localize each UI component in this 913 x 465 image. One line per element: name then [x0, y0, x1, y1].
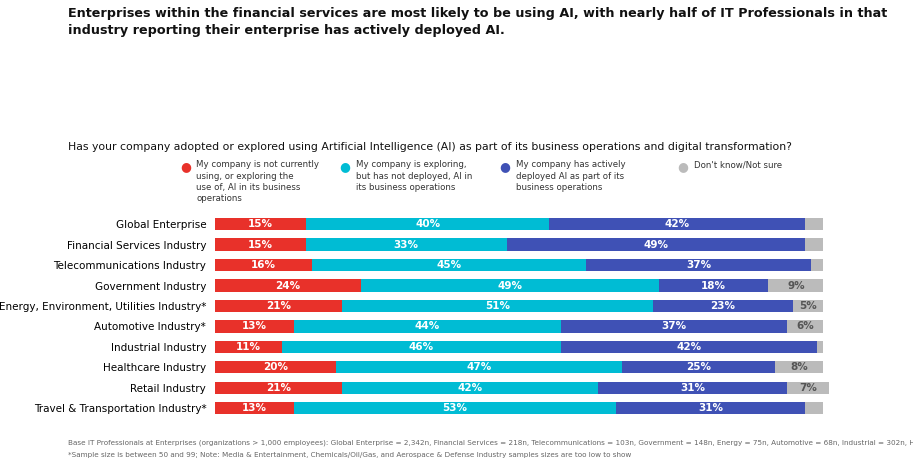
Text: ●: ●	[340, 160, 351, 173]
Text: My company is not currently
using, or exploring the
use of, AI in its business
o: My company is not currently using, or ex…	[196, 160, 320, 203]
Text: 15%: 15%	[247, 239, 273, 250]
Text: 15%: 15%	[247, 219, 273, 229]
Text: 24%: 24%	[275, 280, 300, 291]
Bar	[586, 259, 811, 271]
Bar	[336, 361, 623, 373]
Bar	[342, 300, 653, 312]
Text: My company has actively
deployed AI as part of its
business operations: My company has actively deployed AI as p…	[516, 160, 625, 192]
Bar	[598, 382, 787, 394]
Bar	[306, 239, 507, 251]
Text: 5%: 5%	[799, 301, 817, 311]
Bar	[215, 218, 306, 230]
Bar	[561, 320, 787, 332]
Bar	[805, 402, 824, 414]
Text: 42%: 42%	[677, 342, 702, 352]
Text: Enterprises within the financial services are most likely to be using AI, with n: Enterprises within the financial service…	[68, 7, 887, 37]
Text: 21%: 21%	[266, 383, 291, 393]
Text: 31%: 31%	[680, 383, 705, 393]
Text: 16%: 16%	[251, 260, 276, 270]
Bar	[294, 402, 616, 414]
Bar	[215, 259, 312, 271]
Text: 42%: 42%	[665, 219, 689, 229]
Bar	[787, 382, 829, 394]
Bar	[787, 320, 824, 332]
Text: 51%: 51%	[485, 301, 510, 311]
Bar	[215, 239, 306, 251]
Bar	[215, 361, 336, 373]
Bar	[215, 341, 281, 353]
Bar	[653, 300, 792, 312]
Text: *Sample size is between 50 and 99; Note: Media & Entertainment, Chemicals/Oil/Ga: *Sample size is between 50 and 99; Note:…	[68, 452, 632, 458]
Text: 49%: 49%	[498, 280, 522, 291]
Text: 18%: 18%	[701, 280, 726, 291]
Text: Base IT Professionals at Enterprises (organizations > 1,000 employees): Global E: Base IT Professionals at Enterprises (or…	[68, 439, 913, 446]
Bar	[215, 300, 342, 312]
Text: 46%: 46%	[409, 342, 434, 352]
Text: 11%: 11%	[236, 342, 260, 352]
Bar	[306, 218, 550, 230]
Text: 23%: 23%	[710, 301, 735, 311]
Text: Has your company adopted or explored using Artificial Intelligence (AI) as part : Has your company adopted or explored usi…	[68, 142, 792, 152]
Bar	[623, 361, 774, 373]
Text: 53%: 53%	[443, 403, 467, 413]
Text: 49%: 49%	[644, 239, 668, 250]
Bar	[550, 218, 805, 230]
Text: 9%: 9%	[787, 280, 804, 291]
Text: ●: ●	[180, 160, 191, 173]
Bar	[507, 239, 805, 251]
Text: 8%: 8%	[790, 362, 808, 372]
Text: 13%: 13%	[242, 321, 267, 332]
Bar	[561, 341, 817, 353]
Text: 31%: 31%	[698, 403, 723, 413]
Text: ●: ●	[677, 160, 688, 173]
Text: 7%: 7%	[799, 383, 817, 393]
Text: 20%: 20%	[263, 362, 288, 372]
Bar	[215, 402, 294, 414]
Bar	[805, 239, 824, 251]
Bar	[769, 279, 824, 292]
Text: 37%: 37%	[662, 321, 687, 332]
Bar	[215, 279, 361, 292]
Bar	[361, 279, 659, 292]
Bar	[805, 218, 824, 230]
Text: Don't know/Not sure: Don't know/Not sure	[694, 160, 782, 169]
Text: 37%: 37%	[686, 260, 711, 270]
Text: 13%: 13%	[242, 403, 267, 413]
Bar	[774, 361, 824, 373]
Text: 21%: 21%	[266, 301, 291, 311]
Text: 42%: 42%	[457, 383, 483, 393]
Bar	[215, 382, 342, 394]
Bar	[342, 382, 598, 394]
Text: ●: ●	[499, 160, 510, 173]
Bar	[817, 341, 824, 353]
Bar	[312, 259, 586, 271]
Bar	[792, 300, 824, 312]
Text: 45%: 45%	[436, 260, 461, 270]
Bar	[616, 402, 805, 414]
Text: 33%: 33%	[394, 239, 419, 250]
Bar	[811, 259, 824, 271]
Text: 6%: 6%	[796, 321, 813, 332]
Text: 47%: 47%	[467, 362, 492, 372]
Bar	[215, 320, 294, 332]
Text: 25%: 25%	[686, 362, 711, 372]
Bar	[659, 279, 769, 292]
Text: 44%: 44%	[415, 321, 440, 332]
Bar	[294, 320, 561, 332]
Text: My company is exploring,
but has not deployed, AI in
its business operations: My company is exploring, but has not dep…	[356, 160, 472, 192]
Bar	[281, 341, 561, 353]
Text: 40%: 40%	[415, 219, 440, 229]
